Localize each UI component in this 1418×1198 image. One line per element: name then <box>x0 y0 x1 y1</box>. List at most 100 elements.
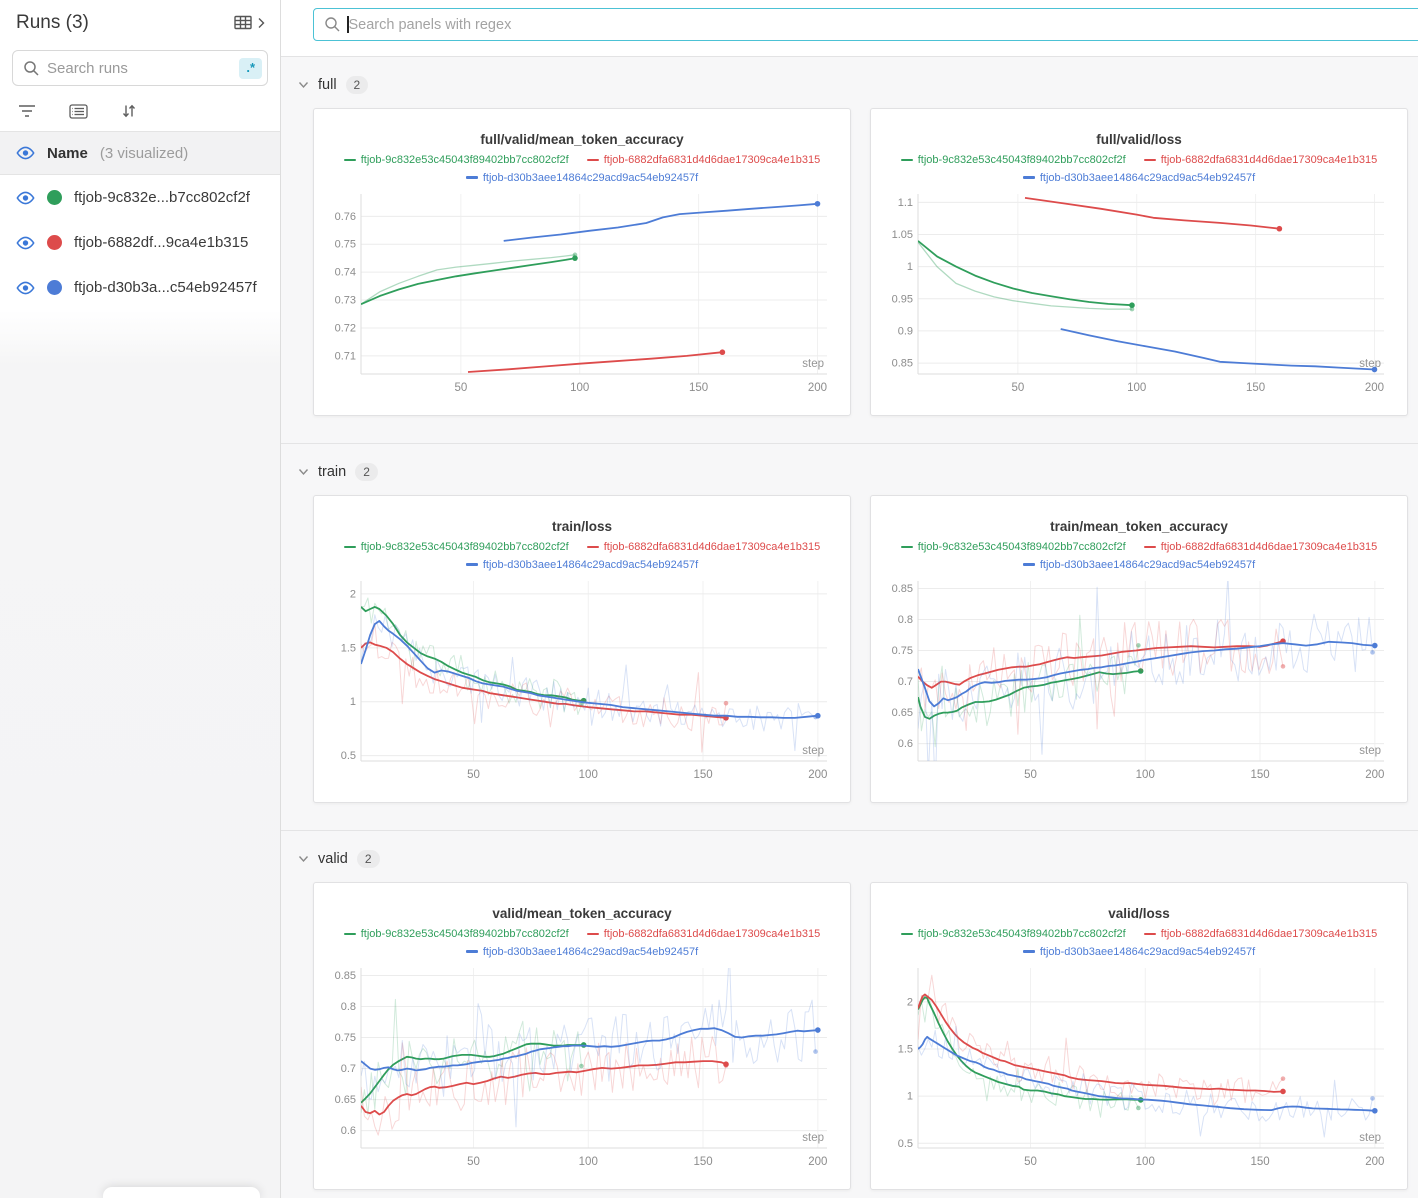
section-count-badge: 2 <box>356 850 380 868</box>
legend-entry: ftjob-9c832e53c45043f89402bb7cc802cf2f <box>900 926 1126 942</box>
legend-entry: ftjob-6882dfa6831d4d6dae17309ca4e1b315 <box>586 152 820 168</box>
run-row[interactable]: ftjob-d30b3a...c54eb92457f <box>0 265 280 310</box>
section-header-full[interactable]: full 2 <box>298 76 1408 94</box>
legend-dash-icon <box>343 545 356 548</box>
panel-search-input[interactable] <box>348 16 1413 33</box>
svg-text:0.75: 0.75 <box>335 1032 356 1044</box>
visibility-eye-icon[interactable] <box>16 236 35 250</box>
svg-text:150: 150 <box>689 382 708 394</box>
svg-text:1: 1 <box>907 261 913 273</box>
chart-canvas: 50 100 150 200 0.5 1 1.5 2 step <box>898 967 1384 1168</box>
run-row[interactable]: ftjob-6882df...9ca4e1b315 <box>0 220 280 265</box>
chart-title: train/mean_token_accuracy <box>1050 519 1228 534</box>
svg-text:100: 100 <box>1136 769 1155 781</box>
sidebar-expand-chevron-icon[interactable] <box>256 16 266 30</box>
legend-run-label: ftjob-6882dfa6831d4d6dae17309ca4e1b315 <box>1160 153 1378 166</box>
svg-text:step: step <box>802 1132 824 1144</box>
section-header-train[interactable]: train 2 <box>298 463 1408 481</box>
visibility-eye-icon[interactable] <box>16 191 35 205</box>
legend-dash-icon <box>900 545 913 548</box>
svg-text:0.8: 0.8 <box>341 1000 356 1012</box>
filter-icon[interactable] <box>18 104 36 118</box>
chart-legend: ftjob-9c832e53c45043f89402bb7cc802cf2f ft… <box>324 150 840 186</box>
sort-icon[interactable] <box>121 103 137 119</box>
legend-run-label: ftjob-d30b3aee14864c29acd9ac54eb92457f <box>1039 171 1256 184</box>
svg-text:0.5: 0.5 <box>341 750 356 762</box>
bottom-popup-peek <box>103 1187 260 1198</box>
legend-entry: ftjob-6882dfa6831d4d6dae17309ca4e1b315 <box>1143 926 1378 942</box>
regex-toggle-button[interactable]: .* <box>239 57 262 79</box>
chart-panel-train/loss[interactable]: train/loss ftjob-9c832e53c45043f89402bb7c… <box>313 495 851 803</box>
name-column-label: Name <box>47 144 88 162</box>
chart-panel-valid/loss[interactable]: valid/loss ftjob-9c832e53c45043f89402bb7c… <box>870 882 1408 1190</box>
section-count-badge: 2 <box>355 463 378 481</box>
text-caret <box>347 16 349 33</box>
legend-entry: ftjob-d30b3aee14864c29acd9ac54eb92457f <box>465 944 698 960</box>
legend-run-label: ftjob-6882dfa6831d4d6dae17309ca4e1b315 <box>603 927 821 940</box>
svg-text:2: 2 <box>907 996 913 1008</box>
svg-text:step: step <box>1359 745 1381 757</box>
legend-entry: ftjob-9c832e53c45043f89402bb7cc802cf2f <box>343 152 569 168</box>
svg-text:100: 100 <box>570 382 589 394</box>
visibility-eye-icon[interactable] <box>16 146 35 160</box>
svg-text:0.5: 0.5 <box>898 1137 913 1149</box>
legend-run-label: ftjob-d30b3aee14864c29acd9ac54eb92457f <box>482 171 699 184</box>
columns-list-icon[interactable] <box>69 103 88 119</box>
svg-text:1.5: 1.5 <box>898 1043 913 1055</box>
search-runs-input[interactable] <box>47 59 240 77</box>
sidebar-filler <box>0 310 280 1198</box>
svg-text:200: 200 <box>1365 382 1384 394</box>
legend-entry: ftjob-9c832e53c45043f89402bb7cc802cf2f <box>900 152 1126 168</box>
chart-panel-train/mean_token_accuracy[interactable]: train/mean_token_accuracy ftjob-9c832e53c… <box>870 495 1408 803</box>
legend-entry: ftjob-d30b3aee14864c29acd9ac54eb92457f <box>1022 944 1255 960</box>
svg-text:0.73: 0.73 <box>335 294 356 306</box>
search-icon <box>325 17 340 32</box>
legend-dash-icon <box>465 176 478 179</box>
legend-entry: ftjob-6882dfa6831d4d6dae17309ca4e1b315 <box>1143 152 1378 168</box>
svg-text:1: 1 <box>350 696 356 708</box>
legend-entry: ftjob-6882dfa6831d4d6dae17309ca4e1b315 <box>586 539 820 555</box>
legend-entry: ftjob-d30b3aee14864c29acd9ac54eb92457f <box>1022 557 1255 573</box>
chart-panel-valid/mean_token_accuracy[interactable]: valid/mean_token_accuracy ftjob-9c832e53c… <box>313 882 851 1190</box>
svg-text:100: 100 <box>1127 382 1146 394</box>
legend-dash-icon <box>465 563 478 566</box>
visibility-eye-icon[interactable] <box>16 281 35 295</box>
svg-text:0.6: 0.6 <box>898 738 913 750</box>
svg-text:150: 150 <box>1246 382 1265 394</box>
svg-text:0.9: 0.9 <box>898 325 913 337</box>
svg-text:0.72: 0.72 <box>335 322 356 334</box>
run-row[interactable]: ftjob-9c832e...b7cc802cf2f <box>0 175 280 220</box>
svg-text:step: step <box>1359 1132 1381 1144</box>
svg-text:0.76: 0.76 <box>335 210 356 222</box>
chevron-down-icon <box>298 469 309 476</box>
legend-dash-icon <box>586 158 599 161</box>
legend-run-label: ftjob-6882dfa6831d4d6dae17309ca4e1b315 <box>1160 927 1378 940</box>
chart-canvas: 50 100 150 200 0.6 0.65 0.7 0.75 0.8 0.85 step <box>335 967 827 1168</box>
chart-panel-full/valid/mean_token_accuracy[interactable]: full/valid/mean_token_accuracy ftjob-9c83… <box>313 108 851 416</box>
svg-text:0.85: 0.85 <box>335 969 356 981</box>
chart-legend: ftjob-9c832e53c45043f89402bb7cc802cf2f ft… <box>324 537 840 573</box>
runs-table-icon[interactable] <box>234 15 254 31</box>
search-runs-box: .* <box>12 50 268 86</box>
svg-text:200: 200 <box>808 769 827 781</box>
svg-text:0.8: 0.8 <box>898 613 913 625</box>
svg-text:200: 200 <box>1365 1156 1384 1168</box>
svg-text:200: 200 <box>1365 769 1384 781</box>
svg-text:200: 200 <box>808 1156 827 1168</box>
legend-run-label: ftjob-9c832e53c45043f89402bb7cc802cf2f <box>917 153 1126 166</box>
chart-title: valid/mean_token_accuracy <box>492 906 672 921</box>
legend-run-label: ftjob-9c832e53c45043f89402bb7cc802cf2f <box>917 540 1126 553</box>
chart-title: train/loss <box>551 519 613 534</box>
chart-panel-full/valid/loss[interactable]: full/valid/loss ftjob-9c832e53c45043f8940… <box>870 108 1408 416</box>
svg-text:150: 150 <box>693 1156 712 1168</box>
section-header-valid[interactable]: valid 2 <box>298 850 1408 868</box>
legend-entry: ftjob-d30b3aee14864c29acd9ac54eb92457f <box>465 557 698 573</box>
svg-text:50: 50 <box>467 769 480 781</box>
run-list: ftjob-9c832e...b7cc802cf2f ftjob-6882df..… <box>0 175 280 310</box>
run-name-label: ftjob-9c832e...b7cc802cf2f <box>74 189 250 206</box>
svg-text:0.85: 0.85 <box>892 582 913 594</box>
sidebar-toolbar <box>0 90 280 131</box>
svg-text:100: 100 <box>1136 1156 1155 1168</box>
workspace-main: full 2 full/valid/mean_token_accuracyftjob… <box>281 0 1418 1198</box>
